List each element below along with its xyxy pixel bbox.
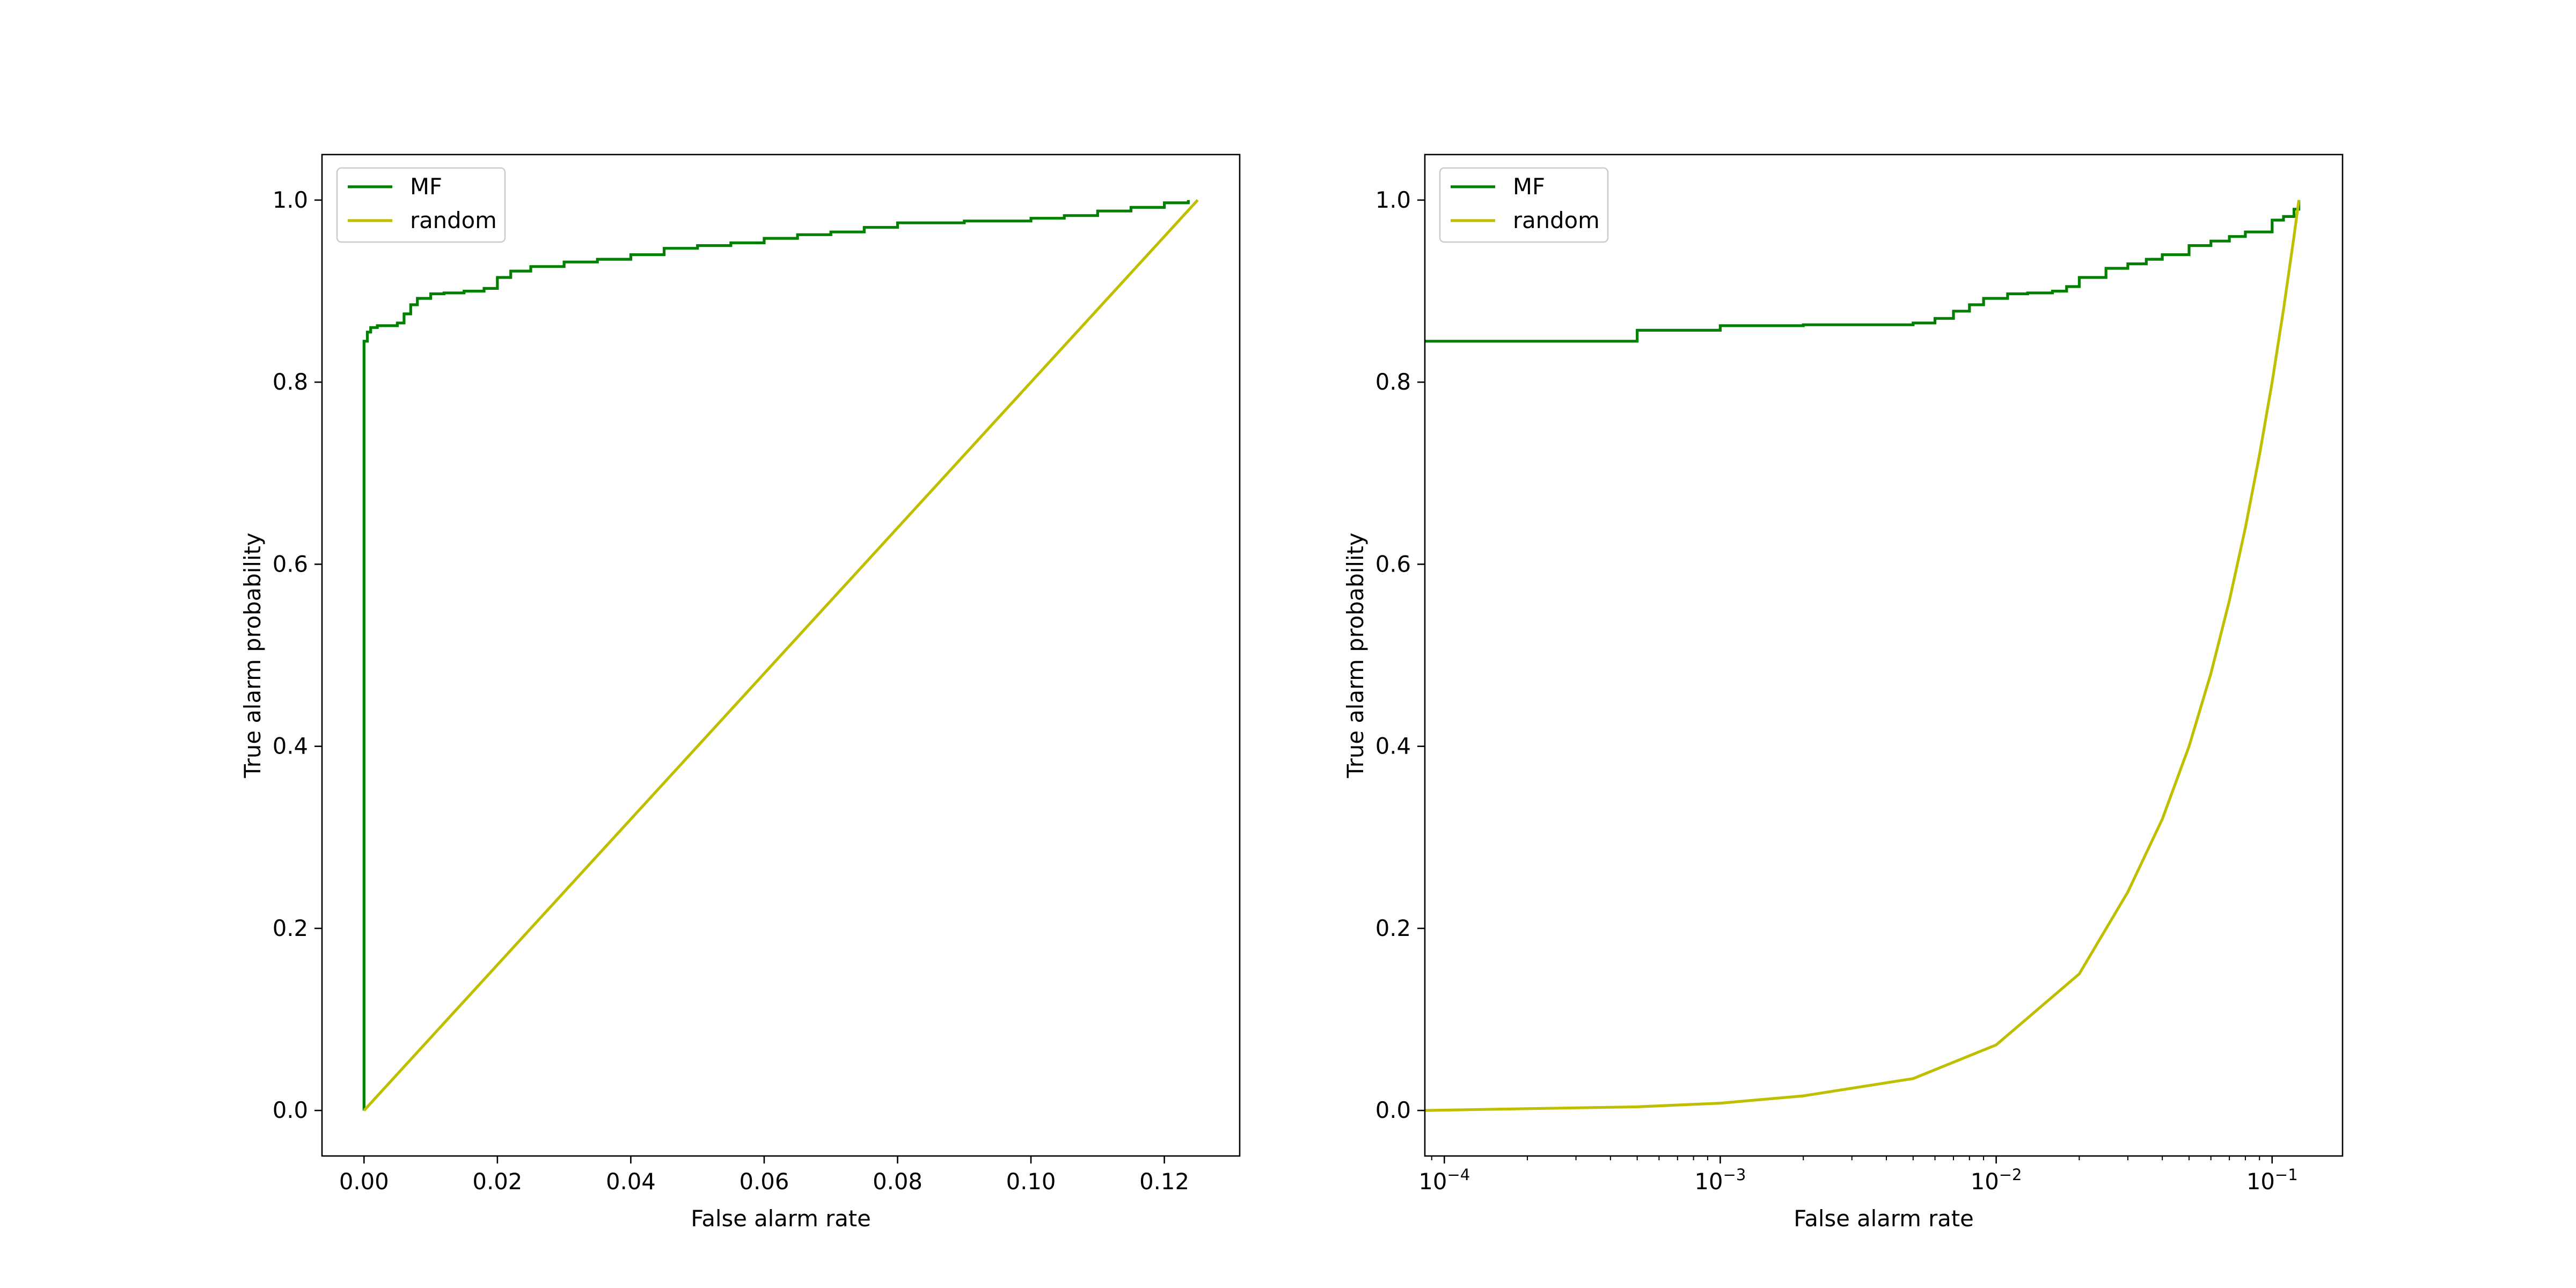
right-x-tick-label: 10−4 [1418, 1166, 1470, 1195]
right-axes-frame [1424, 153, 2344, 1157]
left-axes-frame [321, 153, 1241, 1157]
right-y-tick-label: 0.6 [1375, 551, 1411, 577]
right-y-tick-label: 0.0 [1375, 1097, 1411, 1123]
right-series-mf-line [1425, 200, 2301, 343]
left-y-tick-label: 0.0 [273, 1097, 308, 1123]
left-x-tick: 0.02 [472, 1156, 522, 1195]
right-x-tick-label: 10−3 [1695, 1166, 1746, 1195]
right-y-axis-label: True alarm probability [1342, 532, 1368, 778]
left-y-tick: 0.2 [273, 915, 322, 941]
left-series-mf-line [362, 200, 1190, 1111]
right-y-tick-label: 0.8 [1375, 369, 1411, 395]
left-y-tick: 1.0 [273, 187, 322, 213]
left-x-tick: 0.10 [1006, 1156, 1056, 1195]
left-x-tick-label: 0.08 [873, 1168, 923, 1195]
right-y-tick: 0.8 [1375, 369, 1425, 395]
left-x-tick-label: 0.02 [472, 1168, 522, 1195]
right-x-minor-ticks [1431, 1156, 2260, 1160]
right-y-tick: 0.4 [1375, 733, 1425, 759]
left-x-tick: 0.08 [873, 1156, 923, 1195]
left-y-tick-label: 0.2 [273, 915, 308, 941]
left-y-tick-label: 0.6 [273, 551, 308, 577]
right-series-random-line [1424, 200, 2301, 1112]
left-x-tick-label: 0.12 [1139, 1168, 1189, 1195]
right-x-tick-label: 10−2 [1971, 1166, 2022, 1195]
right-x-axis-label: False alarm rate [1794, 1205, 1974, 1232]
left-y-tick-label: 1.0 [273, 187, 308, 213]
left-y-axis-label: True alarm probability [239, 532, 266, 778]
right-x-axis: 10−4 10−3 10−2 10−1 [1418, 1156, 2298, 1195]
left-y-tick-label: 0.4 [273, 733, 308, 759]
left-legend: MF random [336, 167, 506, 243]
right-y-tick-label: 0.4 [1375, 733, 1411, 759]
left-panel: 0.00 0.02 0.04 0.06 0.08 0.10 0.12 0.0 0… [239, 153, 1241, 1232]
left-x-tick: 0.12 [1139, 1156, 1189, 1195]
right-x-tick: 10−3 [1695, 1156, 1746, 1195]
left-x-tick: 0.00 [339, 1156, 389, 1195]
left-y-tick: 0.8 [273, 369, 322, 395]
right-x-tick: 10−1 [2246, 1156, 2298, 1195]
right-legend-random-label: random [1513, 207, 1600, 233]
right-y-tick: 0.2 [1375, 915, 1425, 941]
left-y-tick: 0.6 [273, 551, 322, 577]
left-x-tick-label: 0.00 [339, 1168, 389, 1195]
left-x-tick: 0.04 [606, 1156, 656, 1195]
right-legend-mf-label: MF [1513, 173, 1545, 200]
right-panel: 10−4 10−3 10−2 10−1 0.0 0.2 0.4 0.6 0.8 … [1342, 153, 2344, 1232]
left-plot-area [362, 199, 1199, 1111]
right-x-tick: 10−2 [1971, 1156, 2022, 1195]
left-x-tick-label: 0.10 [1006, 1168, 1056, 1195]
left-legend-random-label: random [410, 207, 497, 233]
left-y-axis: 0.0 0.2 0.4 0.6 0.8 1.0 [273, 187, 322, 1123]
right-y-tick: 1.0 [1375, 187, 1425, 213]
left-series-random-line [363, 199, 1199, 1111]
left-y-tick: 0.0 [273, 1097, 322, 1123]
left-x-tick: 0.06 [740, 1156, 789, 1195]
right-y-tick-label: 1.0 [1375, 187, 1411, 213]
left-x-axis-label: False alarm rate [691, 1205, 871, 1232]
right-y-axis: 0.0 0.2 0.4 0.6 0.8 1.0 [1375, 187, 1425, 1123]
left-y-tick-label: 0.8 [273, 369, 308, 395]
right-plot-area [1424, 200, 2301, 1112]
left-x-tick-label: 0.06 [740, 1168, 789, 1195]
right-legend: MF random [1439, 167, 1609, 243]
left-legend-mf-label: MF [410, 173, 442, 200]
left-x-axis: 0.00 0.02 0.04 0.06 0.08 0.10 0.12 [339, 1156, 1189, 1195]
left-y-tick: 0.4 [273, 733, 322, 759]
right-y-tick: 0.6 [1375, 551, 1425, 577]
right-y-tick-label: 0.2 [1375, 915, 1411, 941]
right-x-tick: 10−4 [1418, 1156, 1470, 1195]
right-y-tick: 0.0 [1375, 1097, 1425, 1123]
right-x-tick-label: 10−1 [2246, 1166, 2298, 1195]
left-x-tick-label: 0.04 [606, 1168, 656, 1195]
